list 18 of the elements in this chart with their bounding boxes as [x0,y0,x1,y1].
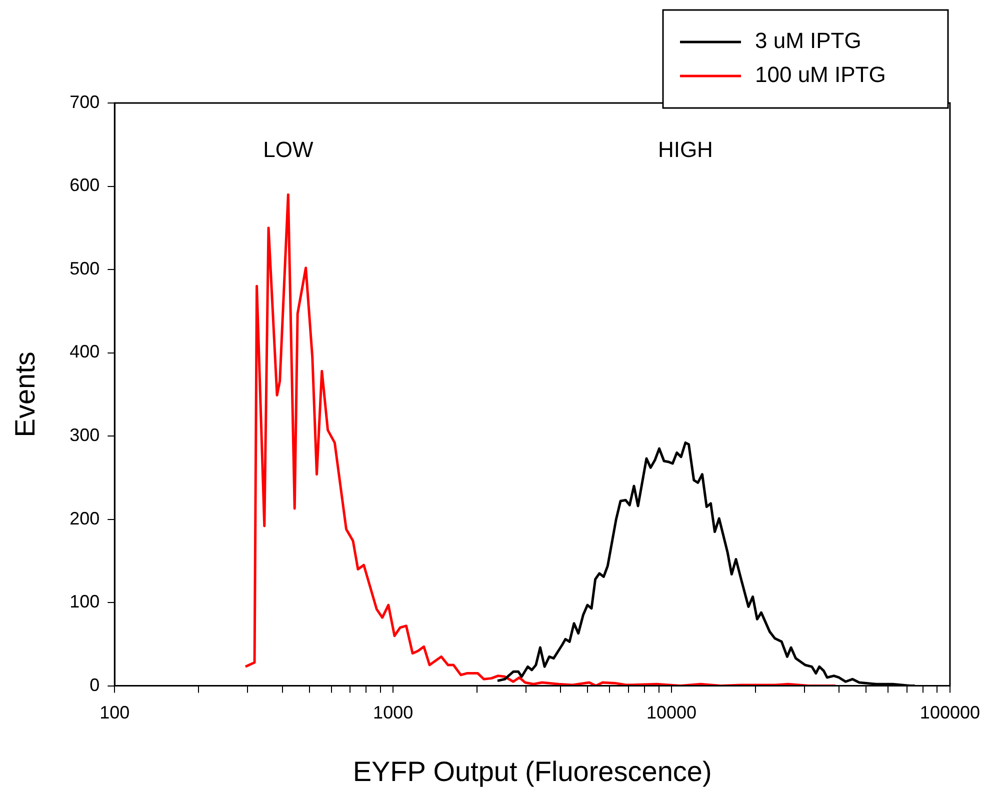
y-tick-label: 400 [70,342,100,362]
y-tick-label: 0 [90,674,100,695]
y-tick-label: 300 [70,424,100,445]
x-axis-title: EYFP Output (Fluorescence) [352,756,712,787]
y-axis-title: Events [10,352,41,438]
y-tick-label: 700 [70,92,100,112]
x-tick-label: 100000 [920,702,980,723]
y-tick-label: 500 [70,258,100,278]
y-tick-label: 200 [70,508,100,528]
x-tick-label: 100 [100,702,130,723]
annotation: HIGH [658,137,713,162]
y-tick-label: 100 [70,592,100,612]
x-tick-label: 10000 [646,702,697,723]
annotation: LOW [263,137,314,162]
legend-label: 100 uM IPTG [755,62,886,88]
y-tick-label: 600 [70,175,100,196]
legend-label: 3 uM IPTG [755,28,862,54]
x-tick-label: 1000 [373,702,414,723]
